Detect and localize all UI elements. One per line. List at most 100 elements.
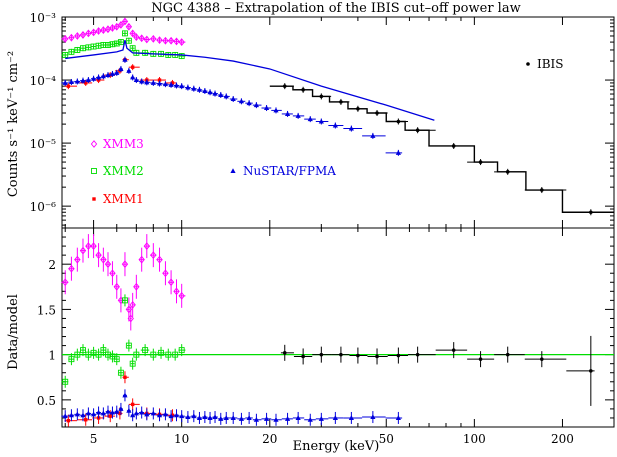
data-point <box>282 351 287 355</box>
data-point <box>113 40 120 47</box>
data-point <box>138 255 145 264</box>
x-tick-label: 5 <box>90 432 98 446</box>
data-point <box>395 415 401 420</box>
data-point <box>129 300 136 309</box>
data-point <box>218 416 224 421</box>
data-point <box>125 37 132 44</box>
data-point <box>168 413 174 419</box>
spectrum-panel: 10⁻⁶ 10⁻⁵ 10⁻⁴ 10⁻³ XMM3 XMM2 XMM1 NuSTAR/FPMA I… <box>30 11 615 427</box>
x-tick-label: 20 <box>262 432 277 446</box>
data-point <box>74 255 81 264</box>
data-point <box>202 414 208 420</box>
data-point <box>173 82 180 88</box>
y-axis-label-bottom: Data/model <box>6 294 21 370</box>
data-point <box>129 29 136 38</box>
y-tick-label: 2 <box>48 258 56 272</box>
data-point <box>295 113 301 118</box>
data-point <box>246 415 252 420</box>
data-point <box>133 282 140 291</box>
data-point <box>100 255 107 264</box>
data-point <box>451 348 456 352</box>
data-point <box>92 197 96 201</box>
data-point <box>125 22 133 31</box>
data-point <box>108 414 112 418</box>
data-point <box>126 407 132 413</box>
data-point <box>139 409 145 415</box>
data-point <box>307 116 313 122</box>
data-point <box>74 47 81 53</box>
data-point <box>68 264 75 273</box>
series-xmm3 <box>61 17 186 47</box>
y-tick-label: 10⁻⁶ <box>30 200 57 214</box>
data-point <box>138 34 145 43</box>
data-point <box>105 351 111 358</box>
data-point <box>113 282 120 291</box>
data-point <box>318 118 324 124</box>
data-point <box>130 65 135 69</box>
data-point <box>122 297 128 304</box>
data-point <box>150 80 156 85</box>
data-point <box>74 32 81 40</box>
data-point <box>167 36 175 45</box>
data-point <box>589 369 593 373</box>
data-point <box>80 347 86 354</box>
data-point <box>144 411 150 417</box>
data-point <box>113 356 120 363</box>
ratio-series-xmm2 <box>61 294 186 388</box>
data-point <box>122 392 128 398</box>
data-point <box>253 416 259 422</box>
data-point <box>156 36 163 45</box>
data-point <box>212 414 218 420</box>
data-point <box>121 17 129 26</box>
data-point <box>95 74 102 80</box>
data-point <box>263 416 270 421</box>
data-point <box>90 28 97 37</box>
data-point <box>108 73 112 77</box>
data-point <box>167 278 175 287</box>
data-point <box>117 39 124 46</box>
data-point <box>79 30 87 39</box>
data-point <box>295 415 301 420</box>
ratio-series-xmm3 <box>61 234 186 331</box>
data-point <box>66 84 71 88</box>
data-point <box>253 102 259 108</box>
data-point <box>191 85 197 91</box>
data-point <box>130 74 136 80</box>
data-point <box>122 56 128 62</box>
data-point <box>129 360 136 367</box>
data-point <box>207 89 213 95</box>
data-point <box>307 416 313 422</box>
data-point <box>84 418 88 422</box>
data-point <box>90 242 97 251</box>
data-point <box>85 242 92 251</box>
data-point <box>263 105 270 111</box>
data-point <box>179 413 185 419</box>
data-point <box>126 68 132 73</box>
data-point <box>118 66 124 71</box>
y-tick-label: 1.5 <box>37 303 56 317</box>
data-point <box>142 347 149 354</box>
data-point <box>143 35 150 44</box>
data-point <box>185 84 191 90</box>
data-point <box>95 27 102 35</box>
data-point <box>95 251 102 260</box>
data-point <box>133 77 139 83</box>
data-point <box>80 412 86 418</box>
data-point <box>130 402 135 407</box>
data-point <box>332 122 338 128</box>
x-tick-label: 50 <box>379 432 394 446</box>
data-point <box>505 352 510 357</box>
ibis-model-step-line <box>269 85 614 213</box>
bottom-frame <box>61 227 615 428</box>
data-point <box>156 412 163 418</box>
data-point <box>162 36 169 45</box>
data-point <box>68 79 75 85</box>
data-point <box>68 356 75 363</box>
data-point <box>129 45 136 52</box>
data-point <box>80 77 86 83</box>
data-point <box>395 150 401 155</box>
data-point <box>339 352 343 357</box>
data-point <box>162 81 169 87</box>
ratio-panel: 5 10 20 50 100 200 0.5 1 1.5 2 <box>37 227 615 446</box>
data-point <box>100 73 106 79</box>
